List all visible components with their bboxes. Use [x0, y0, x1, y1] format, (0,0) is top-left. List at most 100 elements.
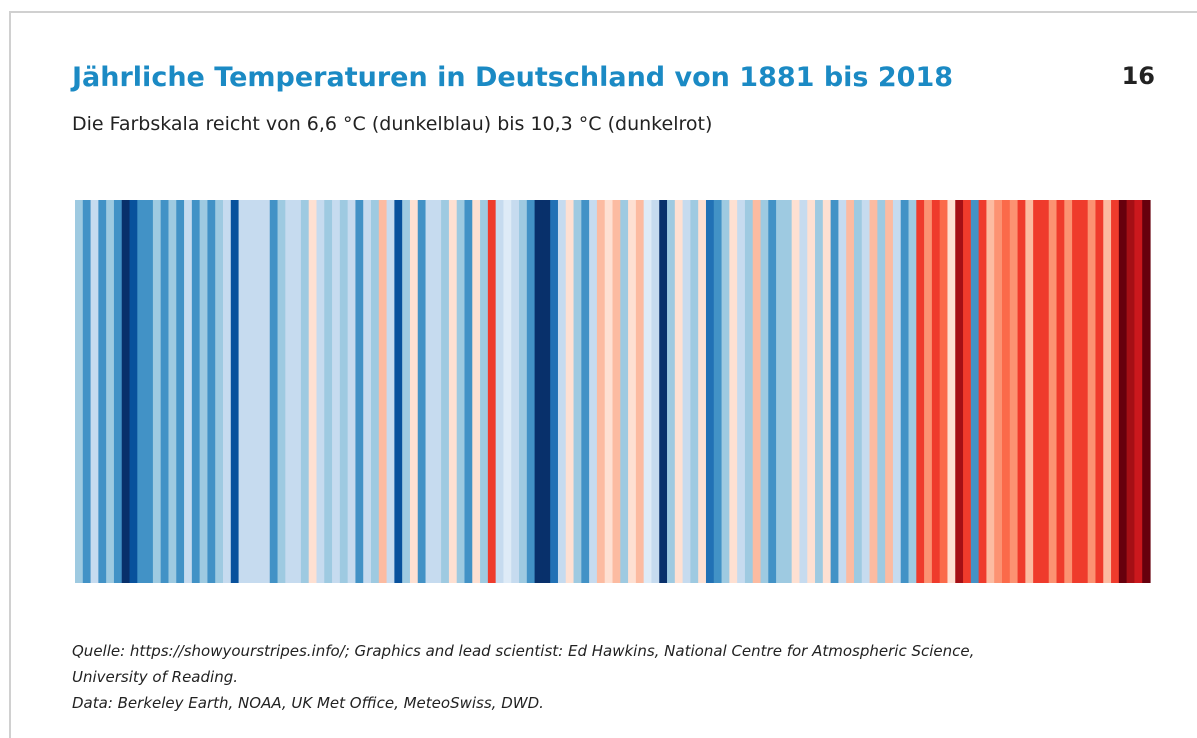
- stripe: [557, 200, 567, 583]
- stripe: [838, 200, 847, 583]
- stripe: [1142, 200, 1151, 583]
- stripe: [916, 200, 925, 583]
- stripe: [853, 200, 863, 583]
- stripe: [760, 200, 769, 583]
- stripe: [721, 200, 730, 583]
- stripe: [830, 200, 840, 583]
- stripe: [480, 200, 489, 583]
- stripe: [955, 200, 964, 583]
- stripe: [511, 200, 520, 583]
- stripe: [604, 200, 614, 583]
- stripe: [573, 200, 582, 583]
- stripe: [978, 200, 988, 583]
- stripe: [768, 200, 777, 583]
- stripe: [659, 200, 668, 583]
- stripe: [160, 200, 170, 583]
- stripe: [651, 200, 660, 583]
- stripe: [861, 200, 871, 583]
- stripe: [807, 200, 816, 583]
- stripes: [75, 200, 1151, 583]
- stripe: [464, 200, 473, 583]
- stripe: [581, 200, 590, 583]
- source: Data: Berkeley Earth, NOAA, UK Met Offic…: [72, 694, 544, 712]
- stripe: [339, 200, 349, 583]
- stripe: [674, 200, 684, 583]
- stripe: [1040, 200, 1050, 583]
- stripe: [285, 200, 294, 583]
- stripe: [1048, 200, 1058, 583]
- stripe: [1095, 200, 1104, 583]
- stripe: [106, 200, 115, 583]
- stripe: [908, 200, 917, 583]
- stripe: [635, 200, 645, 583]
- stripe: [277, 200, 286, 583]
- stripe: [526, 200, 536, 583]
- stripe: [877, 200, 886, 583]
- stripe: [1056, 200, 1065, 583]
- stripe: [682, 200, 691, 583]
- stripe: [869, 200, 878, 583]
- stripe: [238, 200, 247, 583]
- stripe: [643, 200, 653, 583]
- stripe: [612, 200, 621, 583]
- stripe: [705, 200, 715, 583]
- stripe: [799, 200, 808, 583]
- stripe: [207, 200, 216, 583]
- stripe: [729, 200, 738, 583]
- stripe: [994, 200, 1003, 583]
- stripe: [1009, 200, 1019, 583]
- stripe: [82, 200, 92, 583]
- source: University of Reading.: [72, 668, 238, 686]
- stripe: [113, 200, 123, 583]
- stripe: [152, 200, 162, 583]
- stripe: [355, 200, 364, 583]
- stripe: [1072, 200, 1081, 583]
- stripe: [472, 200, 481, 583]
- stripe: [199, 200, 209, 583]
- stripe: [332, 200, 341, 583]
- stripe: [970, 200, 980, 583]
- stripe: [98, 200, 107, 583]
- stripe: [409, 200, 419, 583]
- stripe: [815, 200, 824, 583]
- stripe: [308, 200, 318, 583]
- stripe: [394, 200, 403, 583]
- stripe: [776, 200, 785, 583]
- stripe: [448, 200, 458, 583]
- stripe: [1111, 200, 1120, 583]
- stripe: [885, 200, 894, 583]
- stripe: [269, 200, 279, 583]
- stripe: [191, 200, 201, 583]
- stripe: [519, 200, 528, 583]
- stripe: [1001, 200, 1011, 583]
- stripe: [487, 200, 497, 583]
- stripe: [324, 200, 333, 583]
- stripe: [425, 200, 434, 583]
- stripe: [215, 200, 224, 583]
- stripe: [254, 200, 263, 583]
- stripe: [90, 200, 99, 583]
- stripe: [184, 200, 193, 583]
- stripe: [900, 200, 910, 583]
- stripe: [129, 200, 138, 583]
- stripe: [846, 200, 855, 583]
- stripe: [402, 200, 411, 583]
- stripe: [371, 200, 380, 583]
- stripe: [1087, 200, 1097, 583]
- stripe: [1126, 200, 1136, 583]
- stripe: [261, 200, 271, 583]
- stripe: [316, 200, 325, 583]
- stripe: [1017, 200, 1026, 583]
- stripe: [550, 200, 559, 583]
- stripe: [752, 200, 762, 583]
- stripe: [168, 200, 177, 583]
- stripe: [246, 200, 255, 583]
- stripe: [963, 200, 972, 583]
- stripe: [986, 200, 995, 583]
- stripe: [1033, 200, 1042, 583]
- stripe: [939, 200, 949, 583]
- stripe: [744, 200, 754, 583]
- frame: [9, 11, 1197, 738]
- stripe: [947, 200, 956, 583]
